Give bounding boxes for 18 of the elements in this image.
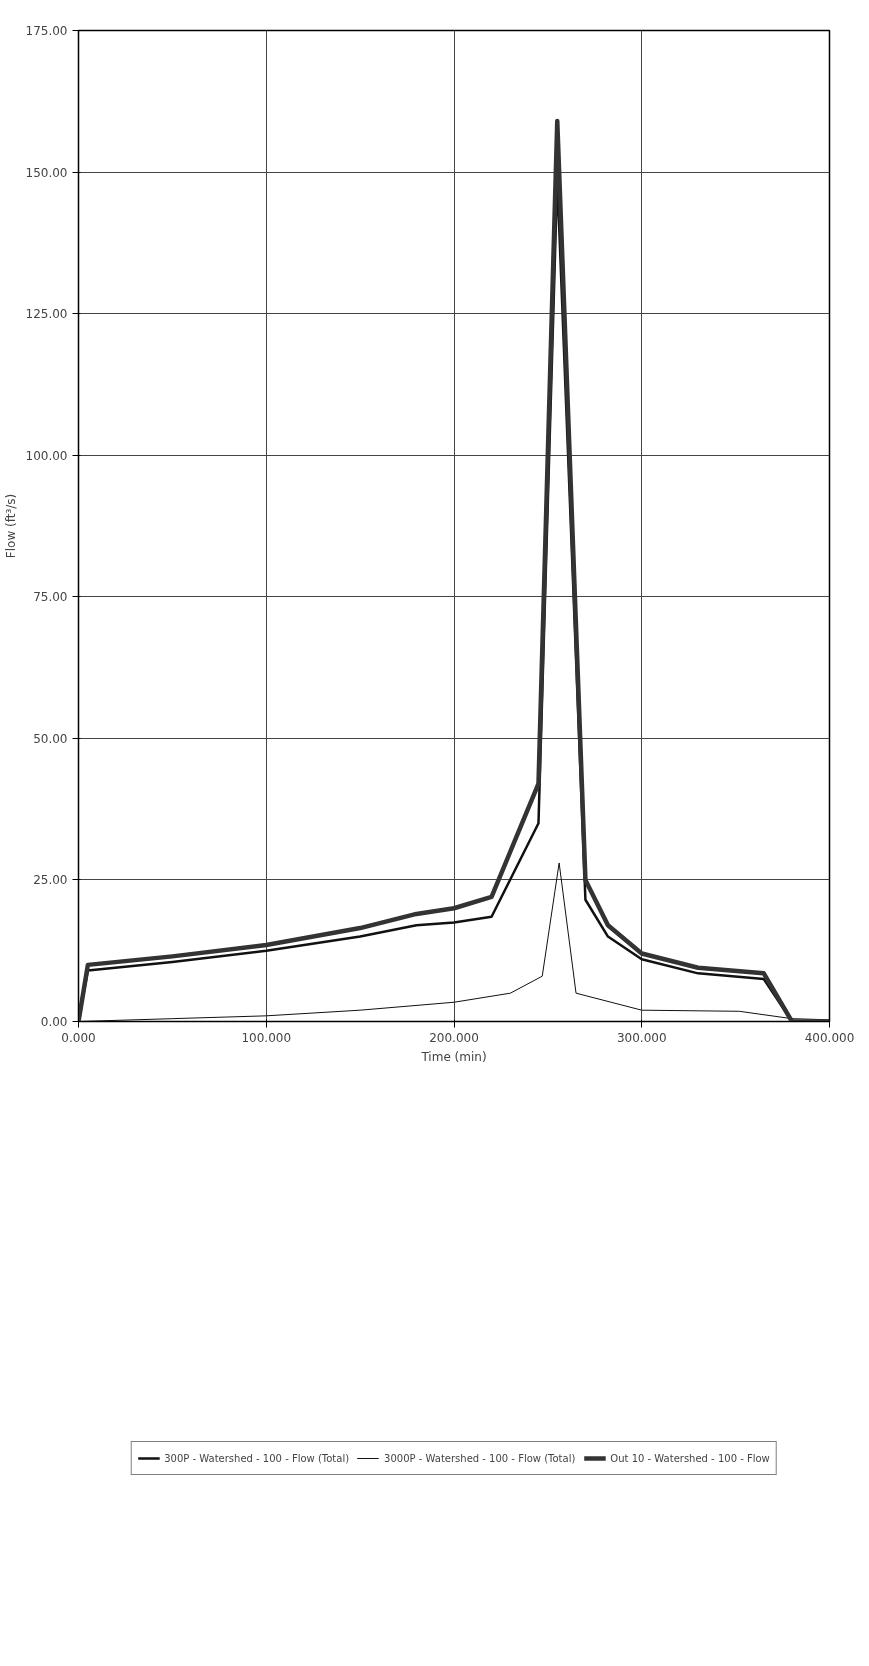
- y-tick-label: 25.00: [33, 873, 68, 888]
- y-axis-title: Flow (ft³/s): [3, 493, 18, 559]
- y-tick-label: 50.00: [33, 731, 68, 746]
- y-tick-label: 125.00: [25, 307, 68, 322]
- y-tick-label: 150.00: [25, 165, 68, 180]
- x-tick-label: 200.000: [429, 1030, 479, 1045]
- y-tick-label: 100.00: [25, 448, 68, 463]
- x-axis-title: Time (min): [420, 1049, 487, 1064]
- x-tick-label: 100.000: [241, 1030, 292, 1045]
- legend-label: 300P - Watershed - 100 - Flow (Total): [164, 1452, 350, 1464]
- x-tick-label: 300.000: [616, 1030, 667, 1045]
- legend-label: 3000P - Watershed - 100 - Flow (Total): [384, 1452, 576, 1464]
- y-tick-label: 75.00: [33, 590, 68, 605]
- y-tick-label: 175.00: [25, 24, 68, 38]
- legend-label: Out 10 - Watershed - 100 - Flow: [610, 1452, 770, 1464]
- y-tick-label: 0.00: [40, 1015, 68, 1029]
- x-tick-label: 0.000: [61, 1030, 96, 1045]
- x-tick-label: 400.000: [804, 1030, 855, 1045]
